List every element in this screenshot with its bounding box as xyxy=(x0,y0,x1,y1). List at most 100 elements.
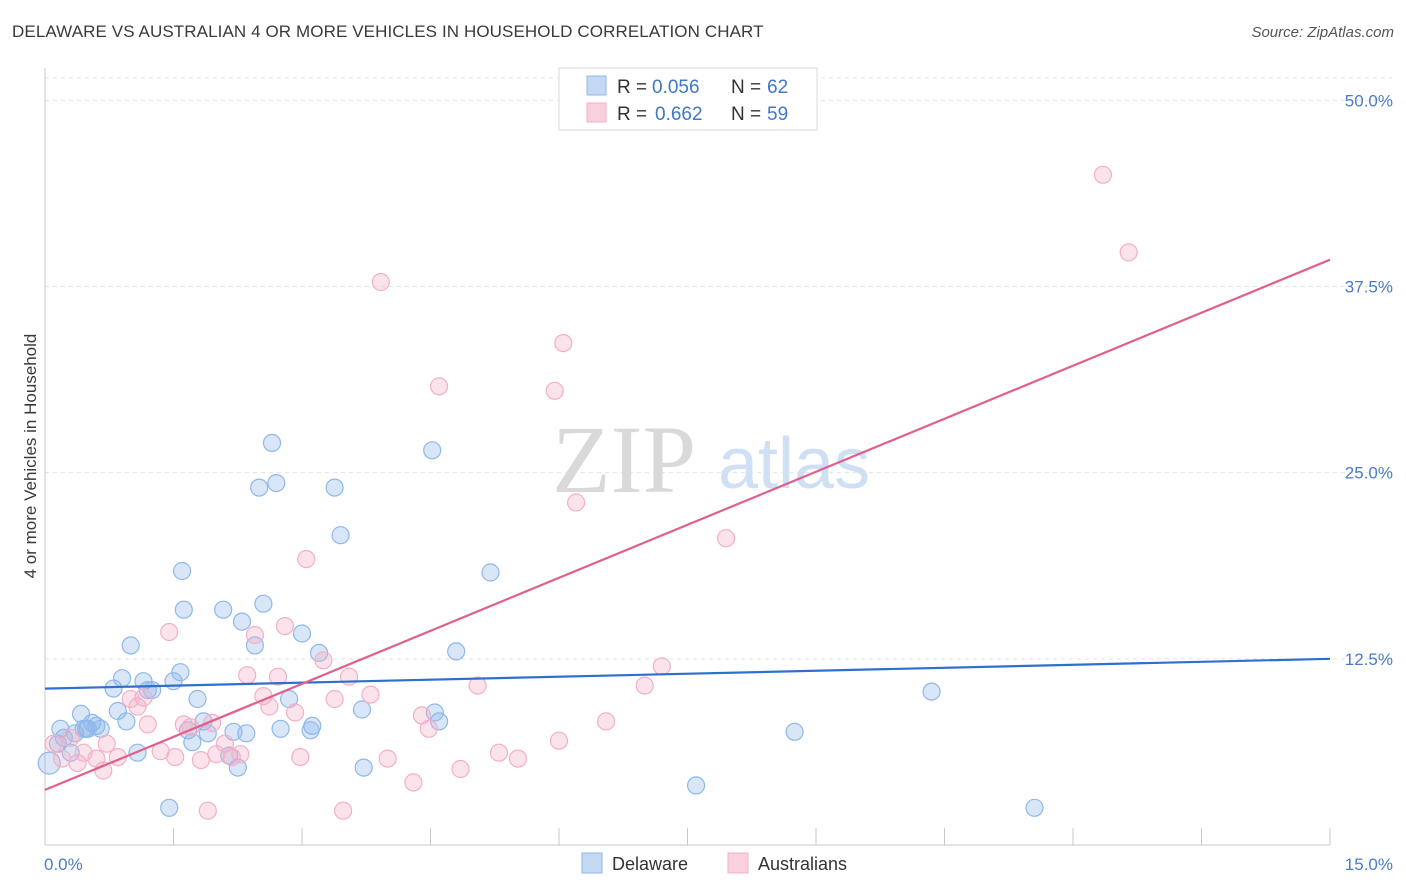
watermark-atlas: atlas xyxy=(718,424,870,504)
point-australians-26 xyxy=(245,625,264,645)
point-australians-41 xyxy=(404,773,423,792)
point-australians-24 xyxy=(231,745,250,764)
point-australians-2 xyxy=(61,728,80,747)
point-delaware-27 xyxy=(183,733,202,752)
point-australians-32 xyxy=(291,747,310,767)
point-australians-38 xyxy=(361,685,380,704)
point-australians-30 xyxy=(275,616,294,636)
legend-swatch-delaware xyxy=(586,75,607,96)
trend-line-australians xyxy=(44,258,1331,791)
point-delaware-58 xyxy=(785,722,804,741)
point-australians-50 xyxy=(554,334,573,353)
data-points xyxy=(37,165,1138,820)
point-australians-36 xyxy=(334,801,353,820)
chart-title: DELAWARE VS AUSTRALIAN 4 OR MORE VEHICLE… xyxy=(12,22,764,41)
bottom-legend: Delaware Australians xyxy=(581,852,847,874)
point-delaware-15 xyxy=(117,712,136,731)
axes xyxy=(44,68,1331,846)
grid-lines xyxy=(45,77,1392,660)
point-australians-52 xyxy=(566,493,586,512)
point-delaware-53 xyxy=(423,441,442,460)
bottom-legend-label-australians[interactable]: Australians xyxy=(758,854,847,874)
point-australians-48 xyxy=(508,749,528,768)
point-delaware-24 xyxy=(173,561,192,581)
point-delaware-31 xyxy=(214,600,233,619)
y-tick-label-2: 37.5% xyxy=(1345,278,1393,297)
point-delaware-16 xyxy=(121,636,140,655)
point-australians-47 xyxy=(489,743,509,762)
point-delaware-54 xyxy=(430,712,449,731)
point-australians-1 xyxy=(52,749,72,768)
point-delaware-60 xyxy=(1025,798,1044,817)
y-tick-label-0: 12.5% xyxy=(1345,650,1393,669)
legend-n-value-1: 59 xyxy=(767,104,788,125)
point-delaware-43 xyxy=(280,689,299,709)
watermark: ZIP atlas xyxy=(552,406,870,513)
trend-lines xyxy=(44,258,1331,791)
point-delaware-55 xyxy=(447,642,466,661)
point-australians-12 xyxy=(138,715,157,734)
point-delaware-39 xyxy=(254,594,273,613)
legend-n-label-1: N = xyxy=(731,104,761,125)
point-delaware-40 xyxy=(262,433,282,452)
point-delaware-22 xyxy=(160,798,179,817)
point-delaware-50 xyxy=(352,700,372,719)
point-australians-33 xyxy=(297,549,316,569)
point-delaware-14 xyxy=(112,669,132,688)
legend-n-label-0: N = xyxy=(731,77,761,98)
point-delaware-3 xyxy=(54,728,73,747)
chart-source[interactable]: Source: ZipAtlas.com xyxy=(1251,24,1394,41)
legend-r-value-0: 0.056 xyxy=(652,77,700,98)
point-australians-34 xyxy=(314,651,333,670)
point-australians-46 xyxy=(468,676,487,695)
x-tick-label-1: 15.0% xyxy=(1345,855,1393,874)
point-delaware-30 xyxy=(198,724,217,743)
point-australians-43 xyxy=(419,719,438,738)
point-delaware-35 xyxy=(232,612,252,631)
point-australians-11 xyxy=(134,688,153,707)
point-delaware-61 xyxy=(76,719,96,738)
point-australians-45 xyxy=(451,759,470,779)
point-delaware-36 xyxy=(237,724,256,743)
point-australians-58 xyxy=(1119,243,1138,262)
point-delaware-56 xyxy=(481,563,500,582)
point-delaware-48 xyxy=(325,478,344,497)
point-delaware-57 xyxy=(686,776,706,795)
point-australians-44 xyxy=(430,377,449,396)
point-australians-29 xyxy=(268,667,288,686)
legend-r-label-1: R = xyxy=(617,104,647,125)
y-tick-label-1: 25.0% xyxy=(1345,464,1393,483)
bottom-legend-label-delaware[interactable]: Delaware xyxy=(612,854,688,874)
point-australians-56 xyxy=(716,529,736,548)
y-axis-label: 4 or more Vehicles in Household xyxy=(21,334,40,579)
point-australians-0 xyxy=(44,734,63,753)
point-delaware-25 xyxy=(174,600,193,619)
point-australians-31 xyxy=(286,703,305,722)
point-delaware-28 xyxy=(188,689,207,709)
point-australians-15 xyxy=(166,747,185,767)
bottom-legend-swatch-australians[interactable] xyxy=(727,852,749,874)
point-australians-39 xyxy=(371,272,390,292)
point-delaware-41 xyxy=(267,474,286,493)
legend-box: R = 0.056 N = 62 R = 0.662 N = 59 xyxy=(558,67,818,131)
bottom-legend-swatch-delaware[interactable] xyxy=(581,852,603,874)
watermark-zip: ZIP xyxy=(552,406,696,513)
point-australians-10 xyxy=(128,697,147,716)
point-delaware-37 xyxy=(245,636,264,655)
point-australians-55 xyxy=(652,657,671,676)
point-delaware-51 xyxy=(354,758,373,777)
point-australians-14 xyxy=(160,622,179,642)
point-australians-54 xyxy=(635,676,654,695)
trend-line-delaware xyxy=(44,657,1331,690)
point-australians-7 xyxy=(97,734,116,753)
point-delaware-44 xyxy=(292,624,312,643)
x-tick-label-0: 0.0% xyxy=(44,855,83,874)
point-australians-19 xyxy=(198,801,217,820)
point-australians-57 xyxy=(1093,165,1113,184)
tick-labels: 12.5% 25.0% 37.5% 50.0% 0.0% 15.0% xyxy=(44,91,1393,874)
point-delaware-42 xyxy=(271,719,290,738)
point-australians-3 xyxy=(68,753,87,773)
point-delaware-34 xyxy=(228,758,247,777)
point-australians-49 xyxy=(545,381,564,400)
